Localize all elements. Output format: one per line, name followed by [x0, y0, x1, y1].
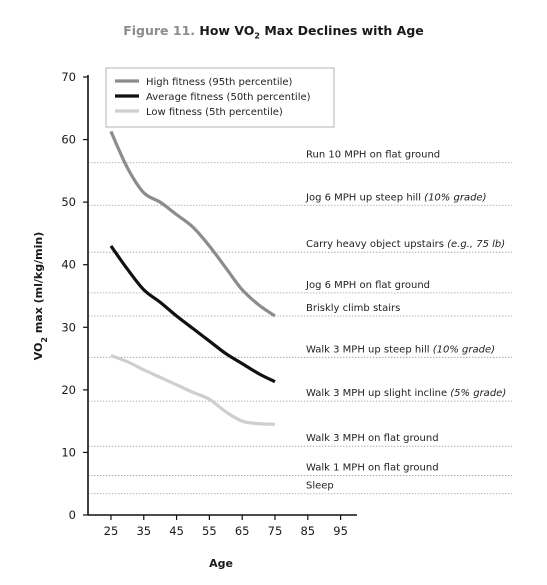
activity-note: (10% grade): [433, 344, 495, 355]
title-rest: Max Declines with Age: [259, 23, 424, 38]
activity-text: Briskly climb stairs: [306, 303, 400, 314]
series-lines: [109, 130, 276, 426]
x-tick-label: 45: [169, 524, 184, 538]
figure-number: Figure 11.: [123, 23, 196, 38]
activity-label: Run 10 MPH on flat ground: [306, 150, 440, 161]
activity-label: Walk 1 MPH on flat ground: [306, 463, 439, 474]
activity-label: Jog 6 MPH up steep hill (10% grade): [305, 192, 486, 203]
y-tick-label: 50: [61, 195, 76, 209]
title-main: How VO: [199, 23, 255, 38]
y-label-part: max (ml/kg/min): [32, 232, 45, 337]
legend-label: Average fitness (50th percentile): [146, 92, 311, 103]
activity-text: Carry heavy object upstairs: [306, 239, 447, 250]
activity-text: Jog 6 MPH up steep hill: [305, 192, 424, 203]
activity-label: Carry heavy object upstairs (e.g., 75 lb…: [306, 239, 505, 250]
y-tick-label: 10: [61, 445, 76, 459]
activity-note: (5% grade): [450, 388, 506, 399]
activity-text: Sleep: [306, 481, 334, 492]
y-label-part: VO: [32, 343, 45, 361]
legend-label: Low fitness (5th percentile): [146, 107, 283, 118]
series-average-fitness: [109, 245, 276, 384]
activity-text: Jog 6 MPH on flat ground: [305, 280, 430, 291]
y-axis-label: VO2 max (ml/kg/min): [32, 232, 49, 360]
chart-title: Figure 11. How VO2 Max Declines with Age: [0, 23, 547, 41]
y-tick-label: 40: [61, 258, 76, 272]
y-label-subscript: 2: [40, 337, 49, 343]
y-tick-label: 60: [61, 133, 76, 147]
activity-text: Walk 3 MPH on flat ground: [306, 433, 439, 444]
activity-labels: Run 10 MPH on flat ground Jog 6 MPH up st…: [305, 150, 506, 492]
activity-label: Jog 6 MPH on flat ground: [305, 280, 430, 291]
x-tick-label: 55: [202, 524, 217, 538]
activity-guide-lines: [88, 162, 512, 495]
y-tick-label: 0: [69, 508, 76, 522]
x-tick-label: 65: [235, 524, 250, 538]
series-low-fitness: [110, 353, 276, 426]
y-tick-label: 30: [61, 320, 76, 334]
axes: 0 10 20 30 40 50 60 70 25 35 45 55 65 75 85 95: [61, 70, 357, 538]
activity-label: Walk 3 MPH on flat ground: [306, 433, 439, 444]
x-tick-label: 25: [104, 524, 119, 538]
activity-text: Walk 1 MPH on flat ground: [306, 463, 439, 474]
y-tick-label: 70: [61, 70, 76, 84]
activity-label: Briskly climb stairs: [306, 303, 400, 314]
legend-box: [105, 67, 335, 128]
series-high-fitness: [109, 130, 276, 318]
x-tick-label: 35: [136, 524, 151, 538]
activity-text: Walk 3 MPH up slight incline: [306, 388, 450, 399]
y-tick-label: 20: [61, 383, 76, 397]
activity-text: Run 10 MPH on flat ground: [306, 150, 440, 161]
x-tick-label: 85: [300, 524, 315, 538]
activity-label: Walk 3 MPH up steep hill (10% grade): [306, 344, 495, 355]
activity-note: (e.g., 75 lb): [447, 239, 505, 250]
activity-note: (10% grade): [424, 192, 486, 203]
legend: High fitness (95th percentile) Average fi…: [105, 67, 335, 128]
x-tick-label: 95: [333, 524, 348, 538]
title-subscript: 2: [254, 31, 260, 41]
activity-text: Walk 3 MPH up steep hill: [306, 344, 433, 355]
activity-label: Walk 3 MPH up slight incline (5% grade): [306, 388, 506, 399]
activity-label: Sleep: [306, 481, 334, 492]
x-tick-label: 75: [268, 524, 283, 538]
legend-label: High fitness (95th percentile): [146, 77, 293, 88]
x-axis-label: Age: [209, 557, 233, 570]
